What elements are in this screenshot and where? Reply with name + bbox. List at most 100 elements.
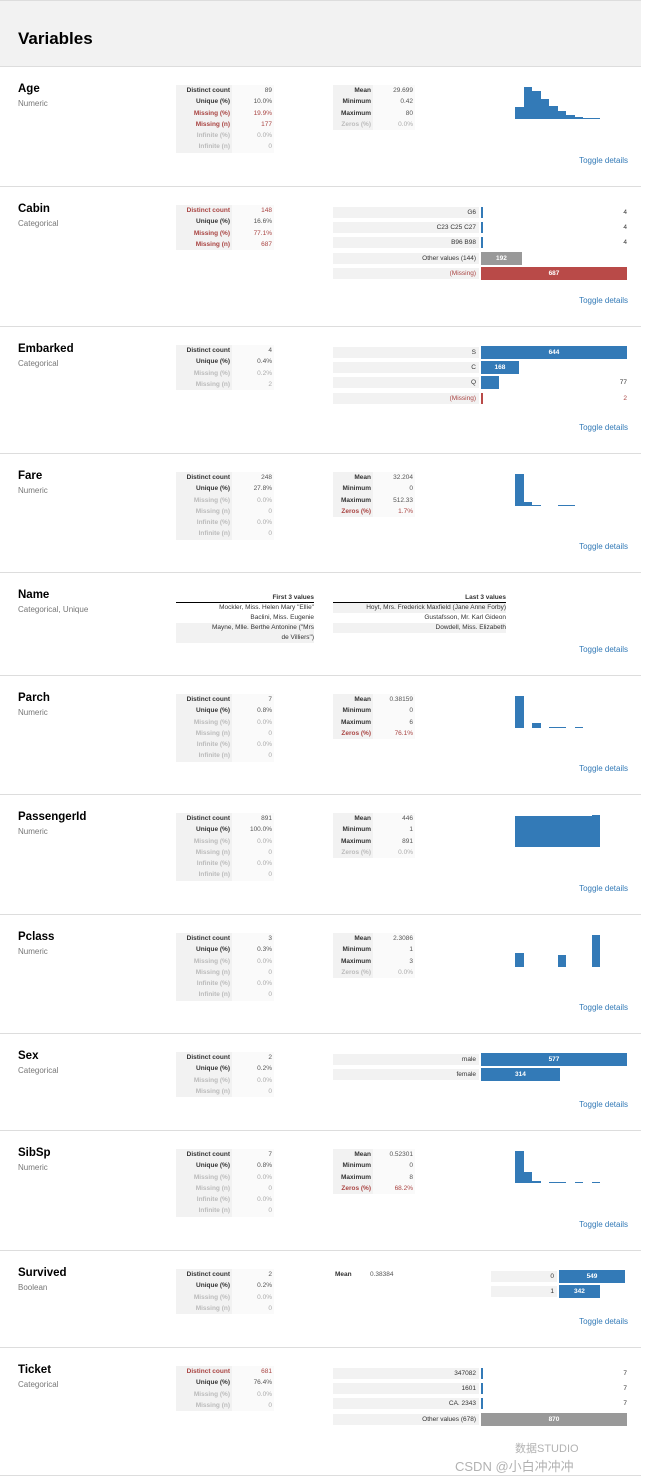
stats-table: Distinct count 2 Unique (%) 0.2% Missing (%)… xyxy=(176,1269,274,1315)
mini-histogram xyxy=(515,815,601,847)
variable-type: Categorical xyxy=(18,219,59,228)
stat-label: Maximum xyxy=(333,107,373,119)
toggle-details-link[interactable]: Toggle details xyxy=(579,1100,628,1109)
frequency-label: Q xyxy=(333,377,479,389)
stats-row: Mean 32.204 xyxy=(333,472,415,484)
stats-row: Missing (%) 0.0% xyxy=(176,1171,274,1183)
toggle-details-link[interactable]: Toggle details xyxy=(579,542,628,551)
stats-table-2: Mean 0.38159 Minimum 0 Maximum 6 Zeros (%) 76.1… xyxy=(333,694,415,740)
stats-row: Distinct count 3 xyxy=(176,933,274,945)
stats-row: Missing (%) 0.0% xyxy=(176,1291,274,1303)
stat-value: 0 xyxy=(232,1205,274,1217)
frequency-label: S xyxy=(333,347,479,358)
stats-row: Missing (n) 0 xyxy=(176,727,274,740)
stat-label: Zeros (%) xyxy=(333,505,373,518)
last-values: Last 3 values Hoyt, Mrs. Frederick Maxfie… xyxy=(333,593,506,633)
variable-row-pclass: Pclass Numeric Distinct count 3 Unique (%) 0.… xyxy=(0,915,641,1034)
frequency-count: 77 xyxy=(619,379,627,387)
frequency-bar: 644 xyxy=(481,346,627,359)
frequency-row: C 168 xyxy=(333,360,627,375)
toggle-details-link[interactable]: Toggle details xyxy=(579,296,628,305)
histogram-bar xyxy=(549,815,558,847)
stat-label: Minimum xyxy=(333,96,373,108)
stat-label: Unique (%) xyxy=(176,1280,232,1292)
stat-value: 89 xyxy=(232,85,274,97)
stats-table: Distinct count 7 Unique (%) 0.8% Missing (%)… xyxy=(176,1149,274,1217)
toggle-details-link[interactable]: Toggle details xyxy=(579,1220,628,1229)
stats-row: Infinite (n) 0 xyxy=(176,528,274,540)
frequency-count: 7 xyxy=(623,1385,627,1393)
variable-type: Boolean xyxy=(18,1283,48,1292)
frequency-count: 7 xyxy=(623,1400,627,1408)
watermark-csdn: CSDN @小白冲冲冲 xyxy=(455,1459,574,1474)
stat-label: Distinct count xyxy=(176,1269,232,1281)
stat-label: Distinct count xyxy=(176,694,232,706)
toggle-details-link[interactable]: Toggle details xyxy=(579,1317,628,1326)
stat-label: Infinite (%) xyxy=(176,1194,232,1206)
stat-label: Unique (%) xyxy=(176,944,232,956)
toggle-details-link[interactable]: Toggle details xyxy=(579,884,628,893)
frequency-bar: 168 xyxy=(481,361,519,375)
stat-value: 10.0% xyxy=(232,96,274,108)
variable-type: Numeric xyxy=(18,486,48,495)
stat-value: 32.204 xyxy=(373,472,415,484)
toggle-details-link[interactable]: Toggle details xyxy=(579,1003,628,1012)
variable-type: Categorical xyxy=(18,1380,59,1389)
mean-label: Mean xyxy=(335,1271,352,1278)
stat-label: Infinite (n) xyxy=(176,1205,232,1217)
frequency-row: CA. 2343 7 xyxy=(333,1396,627,1411)
histogram-bar xyxy=(549,727,558,728)
stats-row: Unique (%) 0.3% xyxy=(176,944,274,956)
stat-value: 68.2% xyxy=(373,1182,415,1195)
stat-value: 0.0% xyxy=(232,858,274,870)
variable-name: Survived xyxy=(18,1267,67,1279)
stat-value: 0.0% xyxy=(232,739,274,751)
frequency-row: B96 B98 4 xyxy=(333,235,627,250)
stats-row: Missing (%) 19.9% xyxy=(176,107,274,119)
stat-value: 0 xyxy=(373,705,415,717)
histogram-bar xyxy=(532,723,541,728)
mini-histogram xyxy=(515,474,600,506)
histogram-bar xyxy=(574,117,584,119)
stats-row: Unique (%) 100.0% xyxy=(176,824,274,836)
stat-label: Missing (%) xyxy=(176,227,232,239)
stats-row: Distinct count 4 xyxy=(176,345,274,357)
frequency-label: male xyxy=(333,1054,479,1065)
stat-label: Mean xyxy=(333,1149,373,1161)
toggle-details-link[interactable]: Toggle details xyxy=(579,645,628,654)
frequency-bar: 192 xyxy=(481,251,522,265)
stat-label: Zeros (%) xyxy=(333,118,373,131)
stat-value: 2.3086 xyxy=(373,933,415,945)
stat-value: 0 xyxy=(232,1302,274,1315)
histogram-bar xyxy=(540,815,550,847)
histogram-bar xyxy=(591,815,601,847)
stat-value: 7 xyxy=(232,694,274,706)
toggle-details-link[interactable]: Toggle details xyxy=(579,423,628,432)
variable-type: Numeric xyxy=(18,1163,48,1172)
stats-row: Distinct count 891 xyxy=(176,813,274,825)
stat-value: 0 xyxy=(232,869,274,881)
stat-value: 0.0% xyxy=(373,846,415,859)
stat-label: Minimum xyxy=(333,824,373,836)
frequency-label: (Missing) xyxy=(333,267,479,279)
stats-row: Minimum 1 xyxy=(333,944,415,956)
frequency-bar: 687 xyxy=(481,266,627,280)
toggle-details-link[interactable]: Toggle details xyxy=(579,156,628,165)
histogram-bar xyxy=(566,505,575,506)
toggle-details-link[interactable]: Toggle details xyxy=(579,764,628,773)
stats-row: Missing (%) 0.0% xyxy=(176,494,274,506)
frequency-table: S 644 C 168 Q 77 (Missing) 2 xyxy=(333,345,627,406)
stat-label: Infinite (%) xyxy=(176,739,232,751)
stats-row: Missing (%) 77.1% xyxy=(176,227,274,239)
stats-row: Infinite (%) 0.0% xyxy=(176,1194,274,1206)
frequency-row: 347082 7 xyxy=(333,1366,627,1381)
frequency-label: 0 xyxy=(491,1271,557,1282)
stats-row: Maximum 80 xyxy=(333,107,415,119)
stat-label: Distinct count xyxy=(176,1052,232,1064)
stats-row: Minimum 0.42 xyxy=(333,96,415,108)
stat-value: 0.2% xyxy=(232,1280,274,1292)
stat-label: Maximum xyxy=(333,494,373,506)
stat-label: Distinct count xyxy=(176,813,232,825)
stats-row: Infinite (n) 0 xyxy=(176,989,274,1001)
stats-row: Maximum 891 xyxy=(333,835,415,847)
